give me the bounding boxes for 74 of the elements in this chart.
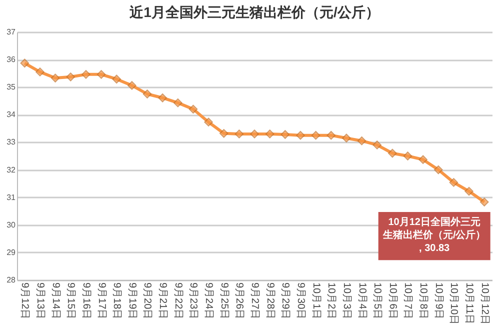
point (174, 98, 182, 108)
x-tick-label: 9月21日 (157, 282, 168, 320)
x-tick-label: 10月9日 (432, 282, 444, 320)
x-tick-label: 9月30日 (294, 282, 306, 320)
x-tick-label: 9月14日 (50, 282, 61, 320)
y-tick-label: 37 (6, 28, 16, 36)
y-tick-label: 35 (6, 82, 16, 92)
point (188, 104, 198, 114)
point (296, 130, 305, 140)
x-tick-label: 9月17日 (96, 282, 107, 320)
y-tick-label: 36 (6, 55, 16, 64)
x-tick-label: 10月2日 (326, 282, 337, 320)
y-tick-label: 29 (6, 248, 16, 257)
point (265, 130, 274, 138)
y-tick-label: 33 (6, 138, 16, 147)
point (66, 72, 75, 82)
y-tick-label: 31 (6, 192, 16, 202)
x-tick-label: 9月28日 (264, 282, 276, 320)
x-tick-label: 9月29日 (280, 282, 291, 320)
x-tick-label: 9月26日 (234, 282, 245, 320)
point (20, 58, 30, 68)
point (388, 148, 397, 158)
x-tick-label: 9月19日 (126, 282, 138, 320)
point (158, 93, 167, 102)
point (418, 155, 428, 164)
x-tick-label: 10月1日 (310, 282, 322, 320)
y-tick-label: 32 (6, 165, 16, 174)
point (434, 165, 443, 174)
point (96, 70, 106, 79)
x-tick-label: 10月4日 (356, 282, 368, 320)
point (464, 186, 474, 196)
x-tick-label: 10月10日 (448, 282, 460, 325)
point (234, 130, 244, 138)
annotation: 10月12日全国外三元生猪出栏价（元/公斤）, 30.83 (382, 216, 486, 254)
x-tick-label: 10月6日 (386, 282, 398, 320)
point (480, 198, 489, 206)
point (112, 74, 121, 84)
y-tick-label: 34 (6, 110, 16, 120)
x-tick-label: 10月8日 (418, 282, 429, 320)
point (403, 152, 412, 160)
y-tick-label: 30 (6, 220, 16, 230)
point (250, 130, 259, 138)
point (280, 130, 290, 139)
x-tick-label: 10月7日 (402, 282, 414, 320)
y-tick-label: 28 (6, 276, 16, 284)
x-tick-label: 9月13日 (34, 282, 46, 320)
point (128, 81, 136, 90)
x-tick-label: 9月27日 (249, 282, 260, 320)
x-tick-label: 10月5日 (372, 282, 383, 320)
point (372, 140, 382, 150)
point (50, 74, 60, 82)
x-tick-label: 9月20日 (142, 282, 153, 320)
x-tick-label: 9月18日 (111, 282, 122, 320)
x-tick-label: 9月15日 (65, 282, 76, 320)
point (142, 90, 152, 98)
x-tick-label: 10月3日 (340, 282, 352, 320)
x-tick-label: 9月23日 (188, 282, 199, 320)
point (204, 118, 213, 126)
chart-title: 近1月全国外三元生猪出栏价（元/公斤） (128, 4, 380, 20)
point (311, 130, 320, 140)
point (449, 178, 458, 187)
point (36, 68, 44, 76)
x-tick-label: 9月22日 (172, 282, 184, 320)
x-tick-label: 10月11日 (464, 282, 475, 324)
x-tick-label: 9月12日 (19, 282, 30, 320)
point (82, 70, 90, 79)
point (357, 136, 366, 146)
point (326, 130, 336, 140)
x-tick-label: 10月12日 (478, 282, 490, 325)
point (342, 134, 351, 142)
x-tick-label: 9月25日 (218, 282, 230, 320)
point (219, 129, 228, 138)
x-tick-label: 9月24日 (203, 282, 214, 320)
x-tick-label: 9月16日 (80, 282, 92, 320)
